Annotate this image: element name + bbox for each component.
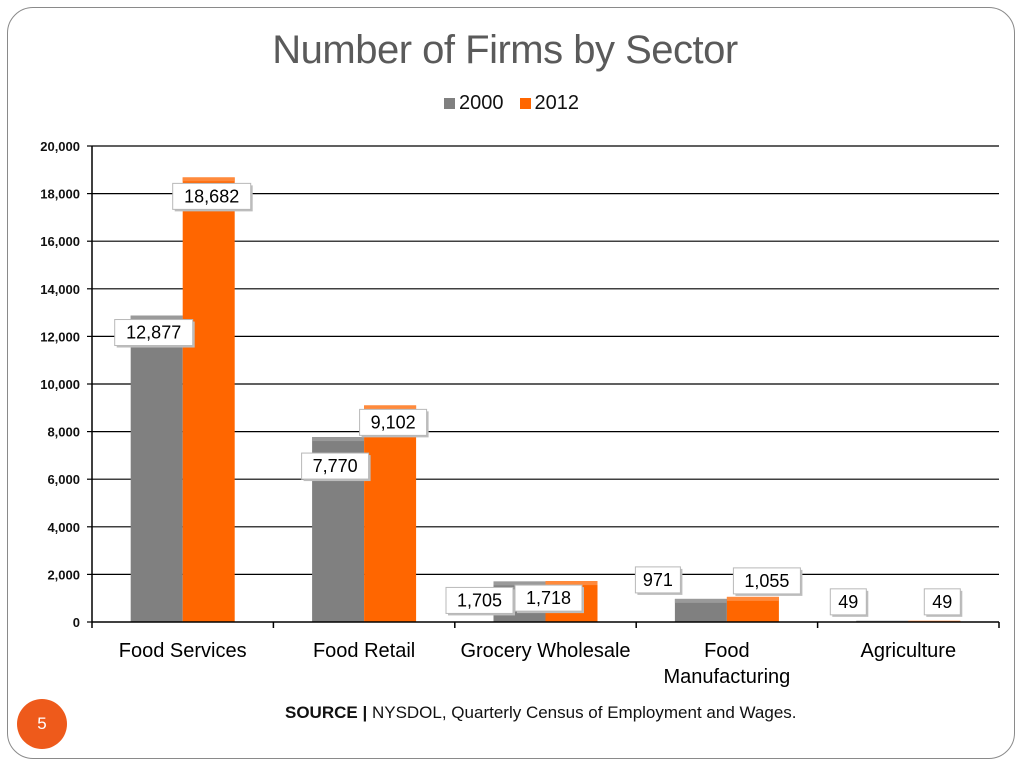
data-label: 12,877 (126, 323, 181, 343)
bar-2000 (130, 315, 183, 622)
data-label: 18,682 (184, 186, 239, 206)
legend-label-2000: 2000 (459, 91, 504, 114)
y-tick-label: 4,000 (47, 520, 80, 535)
legend-item-2012: 2012 (519, 91, 580, 115)
data-label-box (172, 182, 252, 210)
y-tick-label: 0 (73, 615, 80, 630)
page-number: 5 (37, 714, 47, 733)
data-label-box (114, 319, 194, 347)
data-label-box (923, 588, 961, 616)
data-label: 7,770 (313, 456, 358, 476)
y-tick-label: 14,000 (40, 282, 80, 297)
y-tick-label: 20,000 (40, 139, 80, 154)
bar-2000 (674, 598, 727, 622)
bar-2012 (726, 596, 779, 622)
data-label-box (514, 584, 583, 612)
y-tick-label: 12,000 (40, 329, 80, 344)
legend-label-2012: 2012 (534, 91, 580, 114)
data-labels: 12,877 18,682 7,770 9,102 1,705 1,718 971 1,055… (114, 182, 963, 617)
x-axis: Food Services Food Retail Grocery Wholesal… (91, 621, 1000, 688)
source-text: NYSDOL, Quarterly Census of Employment a… (371, 703, 797, 722)
y-axis: 0 2,000 4,000 6,000 8,000 10,000 12,000 14,000 1… (40, 139, 93, 630)
data-label-box (301, 452, 370, 480)
x-category-label: Agriculture (860, 640, 956, 662)
x-category-label: Food (704, 640, 750, 662)
legend-swatch-2000 (444, 97, 455, 109)
slide-frame (7, 7, 1015, 759)
data-label: 971 (643, 570, 673, 590)
data-label-box (634, 566, 681, 594)
bar-2012 (364, 405, 417, 622)
bar-top-highlight (182, 177, 235, 182)
chart-legend: 2000 2012 (444, 92, 589, 114)
chart-title: Number of Firms by Sector (272, 28, 738, 72)
x-category-label: Food Retail (313, 640, 415, 662)
x-category-label: Food Services (119, 640, 247, 662)
y-tick-label: 16,000 (40, 234, 80, 249)
bar-top-highlight (674, 598, 727, 603)
bar-top-highlight (493, 581, 546, 586)
legend-item-2000: 2000 (444, 92, 504, 115)
legend-swatch-2012 (519, 97, 531, 109)
x-category-label: Grocery Wholesale (460, 640, 630, 662)
bar-2012 (182, 177, 235, 622)
bar-top-highlight (130, 315, 183, 320)
x-category-label: Manufacturing (664, 666, 791, 688)
data-label: 1,718 (526, 588, 571, 608)
data-label: 9,102 (371, 412, 416, 432)
bar-top-highlight (545, 581, 598, 586)
source-label: SOURCE | (285, 703, 368, 722)
data-label: 1,705 (457, 590, 502, 610)
bar-top-highlight (364, 405, 417, 410)
data-label-box (359, 408, 428, 436)
y-tick-label: 8,000 (47, 425, 80, 440)
data-label: 49 (932, 592, 952, 612)
bars (130, 177, 961, 622)
data-label-box (732, 567, 801, 595)
data-label: 49 (838, 592, 858, 612)
y-tick-label: 6,000 (47, 472, 80, 487)
bar-top-highlight (726, 596, 779, 601)
y-tick-label: 2,000 (47, 567, 80, 582)
source-note: SOURCE | NYSDOL, Quarterly Census of Emp… (285, 703, 797, 723)
y-tick-label: 10,000 (40, 377, 80, 392)
page-number-badge: 5 (17, 699, 67, 749)
data-label: 1,055 (744, 571, 789, 591)
data-label-box (829, 588, 867, 616)
data-label-box (445, 586, 514, 614)
y-tick-label: 18,000 (40, 187, 80, 202)
bar-top-highlight (312, 437, 365, 442)
